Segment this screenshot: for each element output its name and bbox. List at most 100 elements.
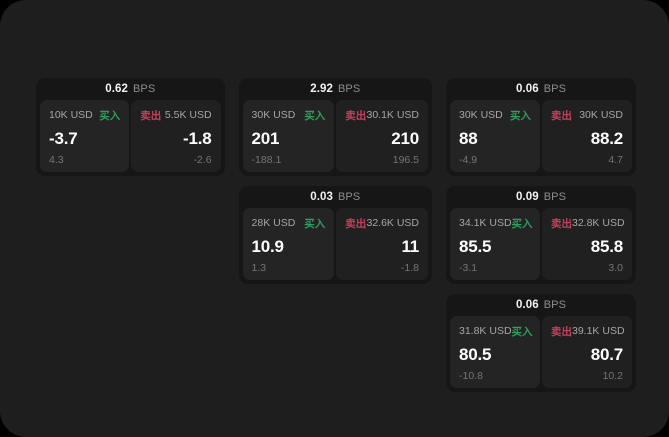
sell-side-header: 卖出 39.1K USD [551,324,625,338]
card-header: 0.06 BPS [446,78,636,100]
buy-price: 10.9 [251,236,284,256]
buy-quantity: 31.8K USD [459,325,512,337]
buy-tag: 买入 [99,109,121,122]
buy-sub-value: 4.3 [49,153,64,166]
buy-side-header: 30K USD 买入 [252,108,326,122]
buy-side-header: 10K USD 买入 [49,108,120,122]
buy-quantity: 30K USD [251,109,296,121]
buy-sub-value: -188.1 [251,153,282,166]
spread-card-board: 0.62 BPS 10K USD 买入 -3.7 4.3 卖出 5.5K USD -1.8 -2.… [36,78,636,398]
sell-quantity: 30.1K USD [366,109,420,121]
bps-value: 0.03 [310,191,333,203]
bps-value: 0.62 [105,83,128,95]
sell-side-panel[interactable]: 卖出 32.6K USD 11 -1.8 [336,208,429,280]
card-body: 34.1K USD 买入 85.5 -3.1 卖出 32.8K USD 85.8 3.0 [446,208,636,284]
card-body: 10K USD 买入 -3.7 4.3 卖出 5.5K USD -1.8 -2.6 [36,100,225,176]
buy-side-header: 31.8K USD 买入 [459,324,533,338]
buy-price: 85.5 [459,236,492,256]
sell-sub-value: 4.7 [608,153,623,166]
buy-side-panel[interactable]: 30K USD 买入 201 -188.1 [242,100,335,172]
buy-price: -3.7 [49,128,78,148]
sell-side-header: 卖出 5.5K USD [140,108,211,122]
card-header: 0.06 BPS [446,294,636,316]
buy-tag: 买入 [511,325,533,338]
sell-side-panel[interactable]: 卖出 30.1K USD 210 196.5 [336,100,429,172]
sell-sub-value: -2.6 [193,153,212,166]
buy-quantity: 28K USD [251,217,296,229]
buy-side-panel[interactable]: 30K USD 买入 88 -4.9 [450,100,540,172]
spread-card[interactable]: 0.09 BPS 34.1K USD 买入 85.5 -3.1 卖出 32.8K USD 85.… [446,186,636,284]
card-header: 0.09 BPS [446,186,636,208]
spread-card[interactable]: 0.62 BPS 10K USD 买入 -3.7 4.3 卖出 5.5K USD -1.8 -2.… [36,78,225,176]
sell-side-panel[interactable]: 卖出 5.5K USD -1.8 -2.6 [131,100,221,172]
column-2: 2.92 BPS 30K USD 买入 201 -188.1 卖出 30.1K USD 210 1… [238,78,432,284]
bps-unit-label: BPS [338,191,361,203]
sell-sub-value: 196.5 [392,153,420,166]
sell-tag: 卖出 [140,109,162,122]
bps-value: 2.92 [310,83,333,95]
buy-quantity: 30K USD [459,109,503,121]
sell-price: 85.8 [590,236,623,256]
buy-side-panel[interactable]: 28K USD 买入 10.9 1.3 [242,208,335,280]
buy-price: 88 [459,128,478,148]
sell-tag: 卖出 [551,217,572,230]
bps-unit-label: BPS [543,83,567,95]
sell-tag: 卖出 [551,325,572,338]
buy-side-panel[interactable]: 31.8K USD 买入 80.5 -10.8 [450,316,540,388]
card-header: 2.92 BPS [239,78,432,100]
sell-sub-value: -1.8 [400,261,420,274]
buy-side-header: 28K USD 买入 [252,216,326,230]
sell-price: 11 [401,236,420,256]
sell-side-header: 卖出 32.8K USD [551,216,625,230]
sell-side-header: 卖出 32.6K USD [345,216,419,230]
spread-card[interactable]: 2.92 BPS 30K USD 买入 201 -188.1 卖出 30.1K USD 210 1… [238,78,432,176]
bps-value: 0.06 [515,299,539,311]
card-body: 30K USD 买入 201 -188.1 卖出 30.1K USD 210 196.5 [239,100,432,176]
bps-unit-label: BPS [543,299,567,311]
sell-side-panel[interactable]: 卖出 39.1K USD 80.7 10.2 [542,316,632,388]
buy-sub-value: -4.9 [459,153,478,166]
buy-side-header: 34.1K USD 买入 [459,216,533,230]
bps-value: 0.06 [515,83,539,95]
sell-tag: 卖出 [345,217,367,230]
sell-tag: 卖出 [345,109,367,122]
sell-quantity: 30K USD [579,109,623,121]
bps-unit-label: BPS [338,83,361,95]
spread-card[interactable]: 0.06 BPS 30K USD 买入 88 -4.9 卖出 30K USD 88.2 4.7 [446,78,636,176]
buy-sub-value: 1.3 [251,261,267,274]
sell-side-header: 卖出 30.1K USD [345,108,419,122]
card-header: 0.03 BPS [239,186,432,208]
buy-price: 201 [251,128,280,148]
buy-quantity: 34.1K USD [459,217,512,229]
buy-tag: 买入 [510,109,531,122]
sell-quantity: 32.8K USD [572,217,625,229]
bps-unit-label: BPS [543,191,567,203]
column-3: 0.06 BPS 30K USD 买入 88 -4.9 卖出 30K USD 88.2 4.7 0.… [446,78,636,392]
sell-sub-value: 10.2 [602,369,623,382]
sell-sub-value: 3.0 [608,261,623,274]
buy-quantity: 10K USD [49,109,93,121]
sell-price: 210 [391,128,420,148]
buy-side-header: 30K USD 买入 [459,108,531,122]
sell-side-header: 卖出 30K USD [551,108,623,122]
buy-side-panel[interactable]: 10K USD 买入 -3.7 4.3 [40,100,130,172]
buy-sub-value: -10.8 [459,369,483,382]
sell-side-panel[interactable]: 卖出 30K USD 88.2 4.7 [542,100,632,172]
sell-side-panel[interactable]: 卖出 32.8K USD 85.8 3.0 [542,208,632,280]
bps-value: 0.09 [515,191,539,203]
buy-price: 80.5 [459,344,492,364]
spread-card[interactable]: 0.03 BPS 28K USD 买入 10.9 1.3 卖出 32.6K USD 11 -1.8 [238,186,432,284]
buy-tag: 买入 [304,109,326,122]
buy-side-panel[interactable]: 34.1K USD 买入 85.5 -3.1 [450,208,540,280]
sell-quantity: 32.6K USD [366,217,420,229]
bps-unit-label: BPS [133,83,156,95]
spread-card[interactable]: 0.06 BPS 31.8K USD 买入 80.5 -10.8 卖出 39.1K USD 80… [446,294,636,392]
sell-tag: 卖出 [551,109,572,122]
buy-tag: 买入 [511,217,533,230]
sell-price: 80.7 [590,344,623,364]
sell-price: -1.8 [183,128,212,148]
sell-price: 88.2 [590,128,623,148]
card-body: 28K USD 买入 10.9 1.3 卖出 32.6K USD 11 -1.8 [239,208,432,284]
buy-sub-value: -3.1 [459,261,478,274]
